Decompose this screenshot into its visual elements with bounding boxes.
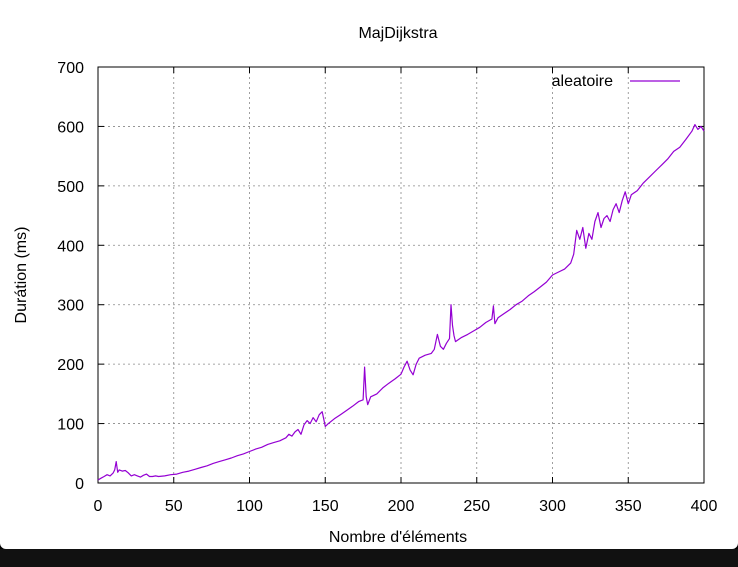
grid [98, 67, 704, 483]
x-tick-label: 300 [539, 498, 566, 515]
bottom-bar [0, 549, 738, 567]
y-tick-label: 300 [57, 298, 84, 315]
x-tick-labels: 0 50 100 150 200 250 300 350 400 [94, 498, 718, 515]
plot-canvas: MajDijkstra 0 50 100 150 200 250 300 350 400 0 10… [0, 0, 738, 549]
x-tick-label: 200 [388, 498, 415, 515]
x-tick-label: 150 [312, 498, 339, 515]
x-axis-label: Nombre d'éléments [329, 529, 467, 546]
series-line-aleatoire [97, 123, 705, 481]
y-tick-label: 200 [57, 357, 84, 374]
x-tick-label: 400 [691, 498, 718, 515]
y-tick-label: 100 [57, 417, 84, 434]
y-tick-label: 600 [57, 119, 84, 136]
legend-label: aleatoire [552, 73, 613, 90]
x-tick-label: 350 [615, 498, 642, 515]
y-axis-label: Durátion (ms) [13, 227, 30, 324]
y-tick-label: 400 [57, 238, 84, 255]
x-tick-label: 100 [236, 498, 263, 515]
x-tick-label: 250 [463, 498, 490, 515]
x-tick-label: 0 [94, 498, 103, 515]
plot-border [97, 66, 705, 484]
chart-title: MajDijkstra [358, 25, 437, 42]
legend: aleatoire [552, 73, 680, 90]
y-tick-labels: 0 100 200 300 400 500 600 700 [57, 60, 84, 493]
y-tick-label: 700 [57, 60, 84, 77]
ticks [97, 66, 705, 484]
x-tick-label: 50 [165, 498, 183, 515]
chart: MajDijkstra 0 50 100 150 200 250 300 350 400 0 10… [13, 25, 718, 546]
y-tick-label: 500 [57, 179, 84, 196]
y-tick-label: 0 [75, 476, 84, 493]
